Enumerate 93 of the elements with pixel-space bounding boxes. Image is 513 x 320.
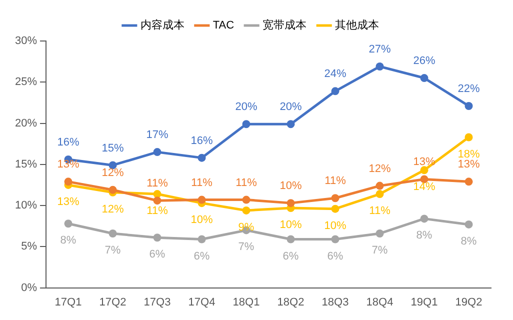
data-label: 13% — [413, 156, 436, 168]
y-tick-label: 0% — [21, 282, 38, 294]
point — [376, 230, 384, 238]
point — [64, 220, 72, 228]
point — [242, 120, 250, 128]
data-label: 13% — [458, 158, 480, 171]
data-label: 12% — [368, 162, 391, 175]
data-label: 11% — [324, 175, 346, 188]
point — [286, 120, 295, 128]
data-label: 13% — [57, 196, 80, 208]
x-tick-label: 17Q3 — [144, 296, 171, 308]
data-label: 12% — [102, 166, 124, 179]
x-tick-label: 19Q1 — [410, 296, 438, 308]
point — [198, 196, 206, 204]
data-label: 11% — [236, 176, 258, 189]
x-tick-label: 17Q1 — [54, 296, 82, 308]
data-label: 9% — [238, 222, 254, 234]
data-label: 18% — [458, 148, 480, 160]
x-tick-label: 18Q4 — [366, 296, 394, 308]
y-tick-label: 5% — [21, 240, 38, 253]
point — [420, 74, 428, 82]
data-label: 8% — [60, 234, 76, 247]
point — [420, 166, 428, 174]
y-tick-label: 25% — [14, 76, 38, 88]
data-label: 10% — [190, 214, 213, 226]
point — [376, 182, 384, 190]
x-tick-label: 18Q1 — [232, 296, 260, 308]
point — [420, 214, 428, 223]
data-label: 13% — [57, 158, 80, 171]
point — [331, 235, 340, 244]
point — [108, 230, 117, 238]
data-label: 7% — [372, 244, 388, 257]
legend-label: 内容成本 — [140, 18, 184, 32]
data-label: 10% — [280, 180, 302, 192]
point — [286, 199, 295, 208]
point — [153, 190, 162, 198]
data-label: 6% — [194, 250, 210, 262]
point — [108, 186, 117, 194]
data-label: 10% — [324, 220, 346, 232]
point — [464, 178, 473, 186]
point — [153, 148, 162, 156]
data-label: 6% — [149, 248, 166, 261]
data-label: 8% — [416, 230, 432, 242]
data-label: 11% — [191, 176, 213, 189]
data-label: 11% — [146, 205, 168, 218]
y-tick-label: 10% — [14, 200, 38, 212]
data-label: 26% — [413, 55, 436, 68]
point — [198, 154, 206, 162]
point — [153, 234, 162, 242]
point — [153, 196, 162, 205]
data-label: 11% — [146, 178, 168, 190]
legend-label: TAC — [212, 20, 234, 32]
point — [242, 196, 250, 204]
point — [464, 133, 473, 142]
x-tick-label: 18Q3 — [322, 296, 349, 308]
data-label: 10% — [280, 219, 302, 232]
x-tick-label: 17Q2 — [99, 296, 126, 308]
data-label: 6% — [327, 250, 344, 262]
data-label: 8% — [460, 235, 477, 248]
point — [331, 204, 340, 213]
data-label: 17% — [146, 129, 168, 142]
data-label: 16% — [57, 136, 80, 148]
data-label: 7% — [238, 241, 254, 254]
legend-label: 其他成本 — [335, 18, 380, 32]
x-tick-label: 17Q4 — [188, 296, 216, 308]
y-tick-label: 30% — [14, 35, 38, 48]
y-tick-label: 20% — [14, 117, 38, 130]
data-label: 6% — [282, 250, 299, 262]
point — [242, 206, 250, 214]
y-tick-label: 15% — [14, 158, 38, 170]
point — [376, 190, 384, 198]
data-label: 20% — [280, 101, 302, 114]
point — [331, 194, 340, 202]
point — [331, 87, 340, 96]
point — [464, 102, 473, 110]
x-tick-label: 18Q2 — [277, 296, 304, 308]
data-label: 15% — [102, 142, 124, 154]
point — [376, 62, 384, 71]
point — [464, 220, 473, 228]
data-label: 16% — [190, 134, 213, 147]
point — [286, 235, 295, 244]
data-label: 24% — [324, 68, 346, 80]
data-label: 22% — [458, 83, 480, 96]
point — [198, 235, 206, 244]
data-label: 20% — [235, 101, 258, 114]
data-label: 14% — [413, 181, 436, 194]
legend-label: 宽带成本 — [262, 18, 307, 32]
point — [64, 178, 72, 186]
data-label: 7% — [104, 244, 121, 257]
data-label: 12% — [102, 203, 124, 216]
x-tick-label: 19Q2 — [455, 296, 482, 308]
data-label: 27% — [368, 44, 391, 56]
data-label: 11% — [369, 205, 391, 218]
